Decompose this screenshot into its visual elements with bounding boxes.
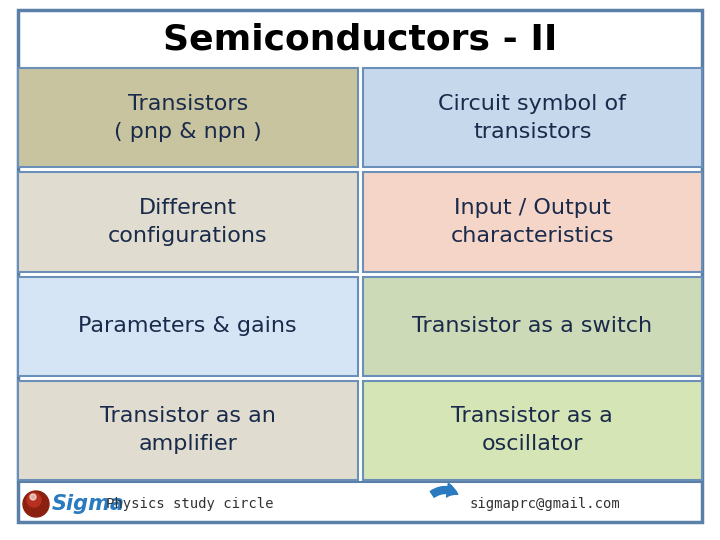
Bar — [18, 276, 358, 376]
Bar — [362, 68, 702, 167]
Text: Transistor as a switch: Transistor as a switch — [412, 316, 652, 336]
Text: Semiconductors - II: Semiconductors - II — [163, 23, 557, 57]
Text: Transistors
( pnp & npn ): Transistors ( pnp & npn ) — [114, 93, 261, 141]
Circle shape — [27, 493, 41, 507]
Bar — [18, 68, 358, 167]
Text: Parameters & gains: Parameters & gains — [78, 316, 297, 336]
FancyArrowPatch shape — [431, 483, 458, 497]
Bar — [362, 172, 702, 272]
Text: Circuit symbol of
transistors: Circuit symbol of transistors — [438, 93, 626, 141]
Text: Transistor as an
amplifier: Transistor as an amplifier — [100, 407, 276, 454]
Bar — [18, 172, 358, 272]
Text: Different
configurations: Different configurations — [108, 198, 268, 246]
Bar — [18, 381, 358, 480]
Text: sigmaprc@gmail.com: sigmaprc@gmail.com — [470, 497, 621, 511]
Text: Sigma: Sigma — [52, 494, 125, 514]
Circle shape — [30, 494, 36, 500]
Text: Transistor as a
oscillator: Transistor as a oscillator — [451, 407, 613, 454]
Bar — [362, 381, 702, 480]
Bar — [362, 276, 702, 376]
Text: Physics study circle: Physics study circle — [106, 497, 274, 511]
Text: Input / Output
characteristics: Input / Output characteristics — [451, 198, 614, 246]
Circle shape — [23, 491, 49, 517]
